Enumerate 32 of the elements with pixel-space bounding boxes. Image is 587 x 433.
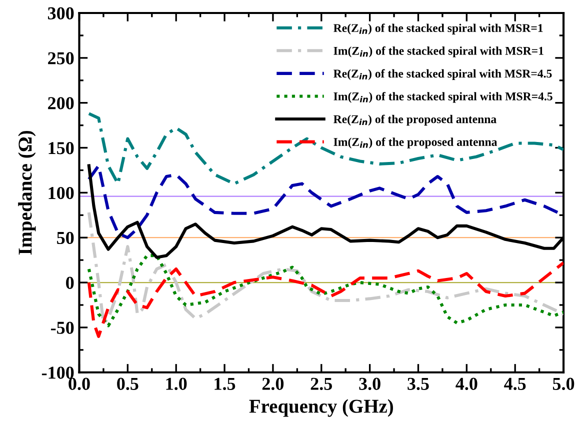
- legend-label: Re(Z$_{in}$) of the proposed antenna: [334, 114, 496, 126]
- x-axis-title: Frequency (GHz): [249, 399, 393, 417]
- legend-label: Im(Z$_{in}$) of the stacked spiral with MSR=4.5: [334, 92, 552, 103]
- x-tick-label: 2.5: [310, 378, 332, 390]
- x-tick-label: 4.5: [504, 378, 526, 390]
- y-tick-label: -50: [50, 322, 74, 334]
- x-tick-label: 1.5: [214, 378, 236, 390]
- x-tick-label: 0.5: [117, 378, 138, 390]
- legend-label: Im(Z$_{in}$) of the stacked spiral with MSR=1: [334, 46, 544, 58]
- legend-label: Re(Z$_{in}$) of the stacked spiral with MSR=1: [334, 24, 543, 34]
- x-tick-label: 5.0: [552, 378, 574, 390]
- line-series: [87, 254, 564, 328]
- y-tick-label: 150: [48, 142, 74, 154]
- x-tick-label: 3.0: [359, 378, 380, 390]
- line-series: [87, 210, 564, 324]
- legend-label: Im(Z$_{in}$) of the proposed antenna: [334, 138, 498, 148]
- y-axis-title: Impedance (Ω): [18, 130, 36, 255]
- x-tick-label: 1.0: [166, 378, 187, 390]
- y-tick-label: 50: [57, 232, 74, 244]
- y-tick-label: 300: [48, 7, 74, 20]
- x-tick-label: 0.0: [68, 378, 90, 390]
- x-tick-label: 2.0: [262, 378, 284, 390]
- line-series: [87, 261, 564, 338]
- y-tick-label: 200: [48, 97, 74, 110]
- line-series: [87, 112, 564, 186]
- y-tick-label: 0: [66, 276, 74, 289]
- y-tick-label: -100: [42, 366, 74, 379]
- legend-label: Re(Z$_{in}$) of the stacked spiral with MSR=4.5: [334, 69, 552, 80]
- x-tick-label: 4.0: [456, 378, 478, 390]
- y-tick-label: 100: [48, 186, 74, 200]
- y-tick-label: 250: [48, 52, 74, 64]
- x-tick-label: 3.5: [408, 378, 429, 390]
